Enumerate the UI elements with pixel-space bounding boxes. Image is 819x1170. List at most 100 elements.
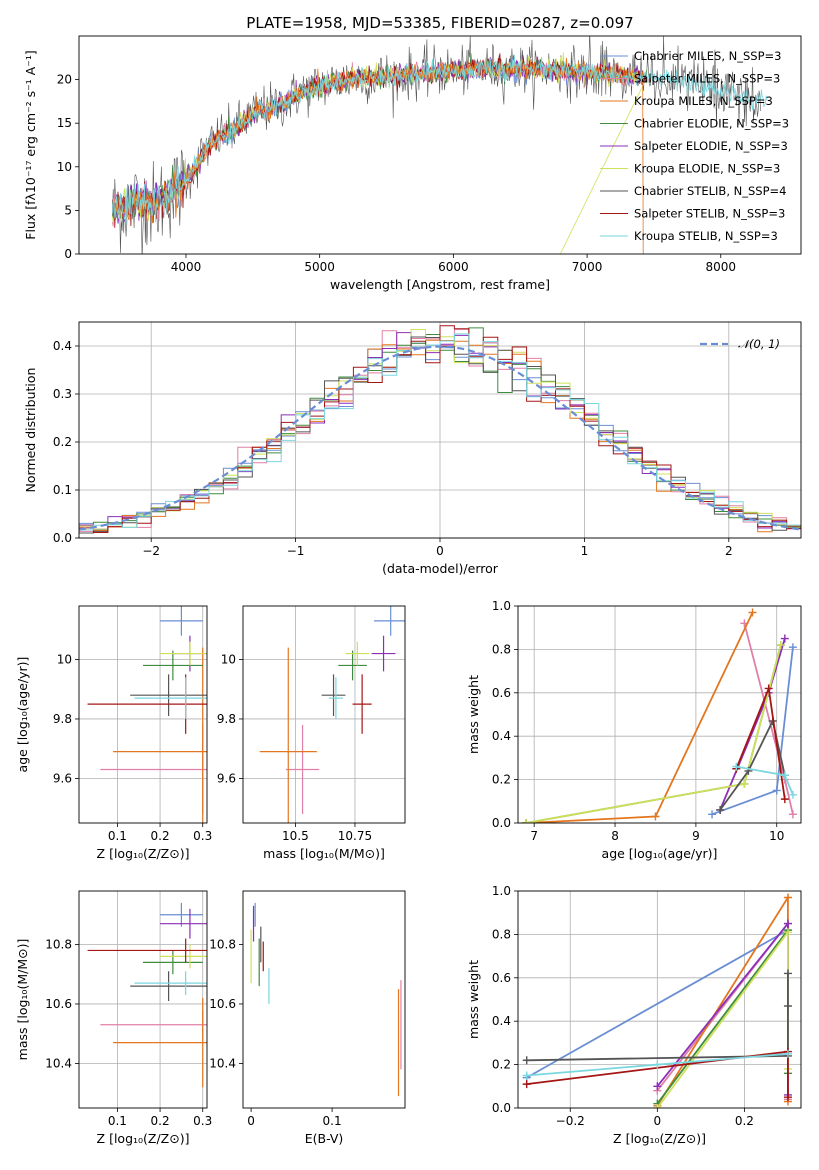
age_vs_mass-axes: 10.5 10.75 9.6 9.8 10 mass [log₁₀(M/M⊙)] bbox=[217, 605, 406, 861]
weight-series-line bbox=[656, 929, 789, 1108]
y-tick-label: 10.8 bbox=[209, 938, 236, 952]
weight-series-line bbox=[526, 973, 789, 1062]
mass_vs_Z-plot-area bbox=[87, 902, 207, 1088]
x-tick-label: 0.1 bbox=[108, 829, 127, 843]
weight_vs_Z-grid bbox=[518, 890, 801, 1109]
y-tick-label: 10 bbox=[57, 653, 72, 667]
x-tick-label: 9 bbox=[692, 829, 700, 843]
weight_vs_age-axes: 7 8 9 10 0.0 0.2 0.4 0.6 0.8 1.0 age [log₁₀(age/yr… bbox=[466, 599, 802, 861]
errorbar-point bbox=[321, 674, 346, 716]
legend-entry: Kroupa ELODIE, N_SSP=3 bbox=[634, 162, 780, 176]
y-tick-label: 0 bbox=[64, 247, 72, 261]
x-tick-label: −0.2 bbox=[556, 1114, 585, 1128]
x-tick-label: 6000 bbox=[438, 260, 469, 274]
errorbar-point bbox=[130, 674, 207, 716]
mass_vs_EBV-axes: 0 0.1 10.4 10.6 10.8 E(B-V) bbox=[209, 890, 406, 1146]
weight-marker bbox=[780, 771, 789, 780]
y-tick-label: 0.0 bbox=[53, 531, 72, 545]
age_vs_Z-grid bbox=[79, 606, 207, 823]
x-tick-label: 0 bbox=[436, 544, 444, 558]
errorbar-point bbox=[160, 641, 207, 666]
x-tick-label: 0.1 bbox=[323, 1114, 342, 1128]
weight-series-line bbox=[719, 718, 786, 811]
y-tick-label: 0.6 bbox=[492, 971, 511, 985]
y-tick-label: 5 bbox=[64, 203, 72, 217]
weight-series-line bbox=[526, 929, 789, 1079]
mass_vs_Z-ylabel: mass [log₁₀(M/M⊙)] bbox=[15, 939, 30, 1061]
x-tick-label: 0 bbox=[654, 1114, 662, 1128]
errorbar-point bbox=[113, 647, 207, 823]
weight-marker bbox=[522, 1056, 531, 1065]
y-tick-label: 10.6 bbox=[209, 997, 236, 1011]
x-tick-label: 1 bbox=[581, 544, 589, 558]
y-tick-label: 9.8 bbox=[217, 712, 236, 726]
x-tick-label: 0.2 bbox=[151, 829, 170, 843]
legend-entry: Salpeter MILES, N_SSP=3 bbox=[634, 72, 780, 86]
errorbar-point bbox=[371, 635, 396, 672]
weight-series-line bbox=[525, 644, 782, 823]
weight-marker bbox=[653, 1060, 662, 1069]
weight-marker bbox=[522, 1071, 531, 1080]
y-tick-label: 0.1 bbox=[53, 483, 72, 497]
errorbar-point bbox=[285, 724, 320, 815]
weight_vs_Z-axes: −0.2 0 0.2 0.0 0.2 0.4 0.6 0.8 1.0 Z [log₁₀(Z/Z⊙)… bbox=[466, 884, 802, 1146]
spectrum-axes: 4000 5000 6000 7000 8000 0 5 10 15 20 wavelength [… bbox=[23, 35, 802, 292]
mass_vs_EBV-xlabel: E(B-V) bbox=[305, 1131, 344, 1146]
errorbar-point bbox=[134, 677, 207, 719]
weight-marker bbox=[764, 684, 773, 693]
weight_vs_age-plot-area bbox=[522, 608, 797, 823]
figure-title: PLATE=1958, MJD=53385, FIBERID=0287, z=0… bbox=[246, 14, 633, 32]
residuals-ylabel: Normed distribution bbox=[23, 368, 38, 493]
x-tick-label: 8 bbox=[611, 829, 619, 843]
y-tick-label: 10.4 bbox=[209, 1056, 236, 1070]
y-tick-label: 10.8 bbox=[45, 938, 72, 952]
age_vs_mass-grid bbox=[243, 606, 405, 823]
axes-frame bbox=[517, 890, 802, 1109]
x-tick-label: 4000 bbox=[171, 260, 202, 274]
spectrum-xlabel: wavelength [Angstrom, rest frame] bbox=[330, 277, 550, 292]
x-tick-label: 7000 bbox=[572, 260, 603, 274]
x-tick-label: 0.3 bbox=[193, 1114, 212, 1128]
x-tick-label: 10.5 bbox=[282, 829, 309, 843]
weight-marker bbox=[732, 762, 741, 771]
weight-marker bbox=[780, 634, 789, 643]
weight-series-line bbox=[525, 644, 782, 823]
weight-marker bbox=[748, 608, 757, 617]
weight-marker bbox=[653, 1082, 662, 1091]
x-tick-label: 0.1 bbox=[108, 1114, 127, 1128]
weight_vs_Z-xlabel: Z [log₁₀(Z/Z⊙)] bbox=[613, 1131, 706, 1146]
errorbar-point bbox=[160, 944, 207, 969]
y-tick-label: 15 bbox=[57, 116, 72, 130]
errorbar-point bbox=[338, 650, 367, 681]
errorbar-point bbox=[259, 647, 317, 823]
x-tick-label: 10 bbox=[769, 829, 784, 843]
y-tick-label: 10.4 bbox=[45, 1056, 72, 1070]
y-tick-label: 9.6 bbox=[53, 771, 72, 785]
errorbar-point bbox=[352, 674, 372, 734]
weight-marker bbox=[783, 919, 792, 928]
errorbar-point bbox=[160, 902, 203, 927]
weight-marker bbox=[740, 779, 749, 788]
errorbar-point bbox=[160, 908, 207, 939]
y-tick-label: 9.8 bbox=[53, 712, 72, 726]
axes-frame bbox=[242, 605, 406, 824]
x-tick-label: 8000 bbox=[706, 260, 737, 274]
y-tick-label: 0.8 bbox=[492, 927, 511, 941]
weight_vs_Z-plot-area bbox=[522, 893, 792, 1108]
weight-marker bbox=[783, 928, 792, 937]
age_vs_mass-xlabel: mass [log₁₀(M/M⊙)] bbox=[263, 846, 385, 861]
y-tick-label: 10 bbox=[221, 653, 236, 667]
legend-entry: Chabrier ELODIE, N_SSP=3 bbox=[634, 117, 789, 131]
weight_vs_Z-ylabel: mass weight bbox=[466, 960, 481, 1039]
mass_vs_EBV-plot-area bbox=[250, 902, 402, 1097]
weight-series-line bbox=[656, 927, 789, 1105]
y-tick-label: 1.0 bbox=[492, 599, 511, 613]
residuals-legend: 𝒩(0, 1) bbox=[700, 337, 780, 351]
y-tick-label: 0.4 bbox=[53, 339, 72, 353]
mass_vs_Z-xlabel: Z [log₁₀(Z/Z⊙)] bbox=[97, 1131, 190, 1146]
axes-frame bbox=[78, 35, 802, 255]
x-tick-label: −2 bbox=[142, 544, 160, 558]
weight-marker bbox=[783, 969, 792, 978]
